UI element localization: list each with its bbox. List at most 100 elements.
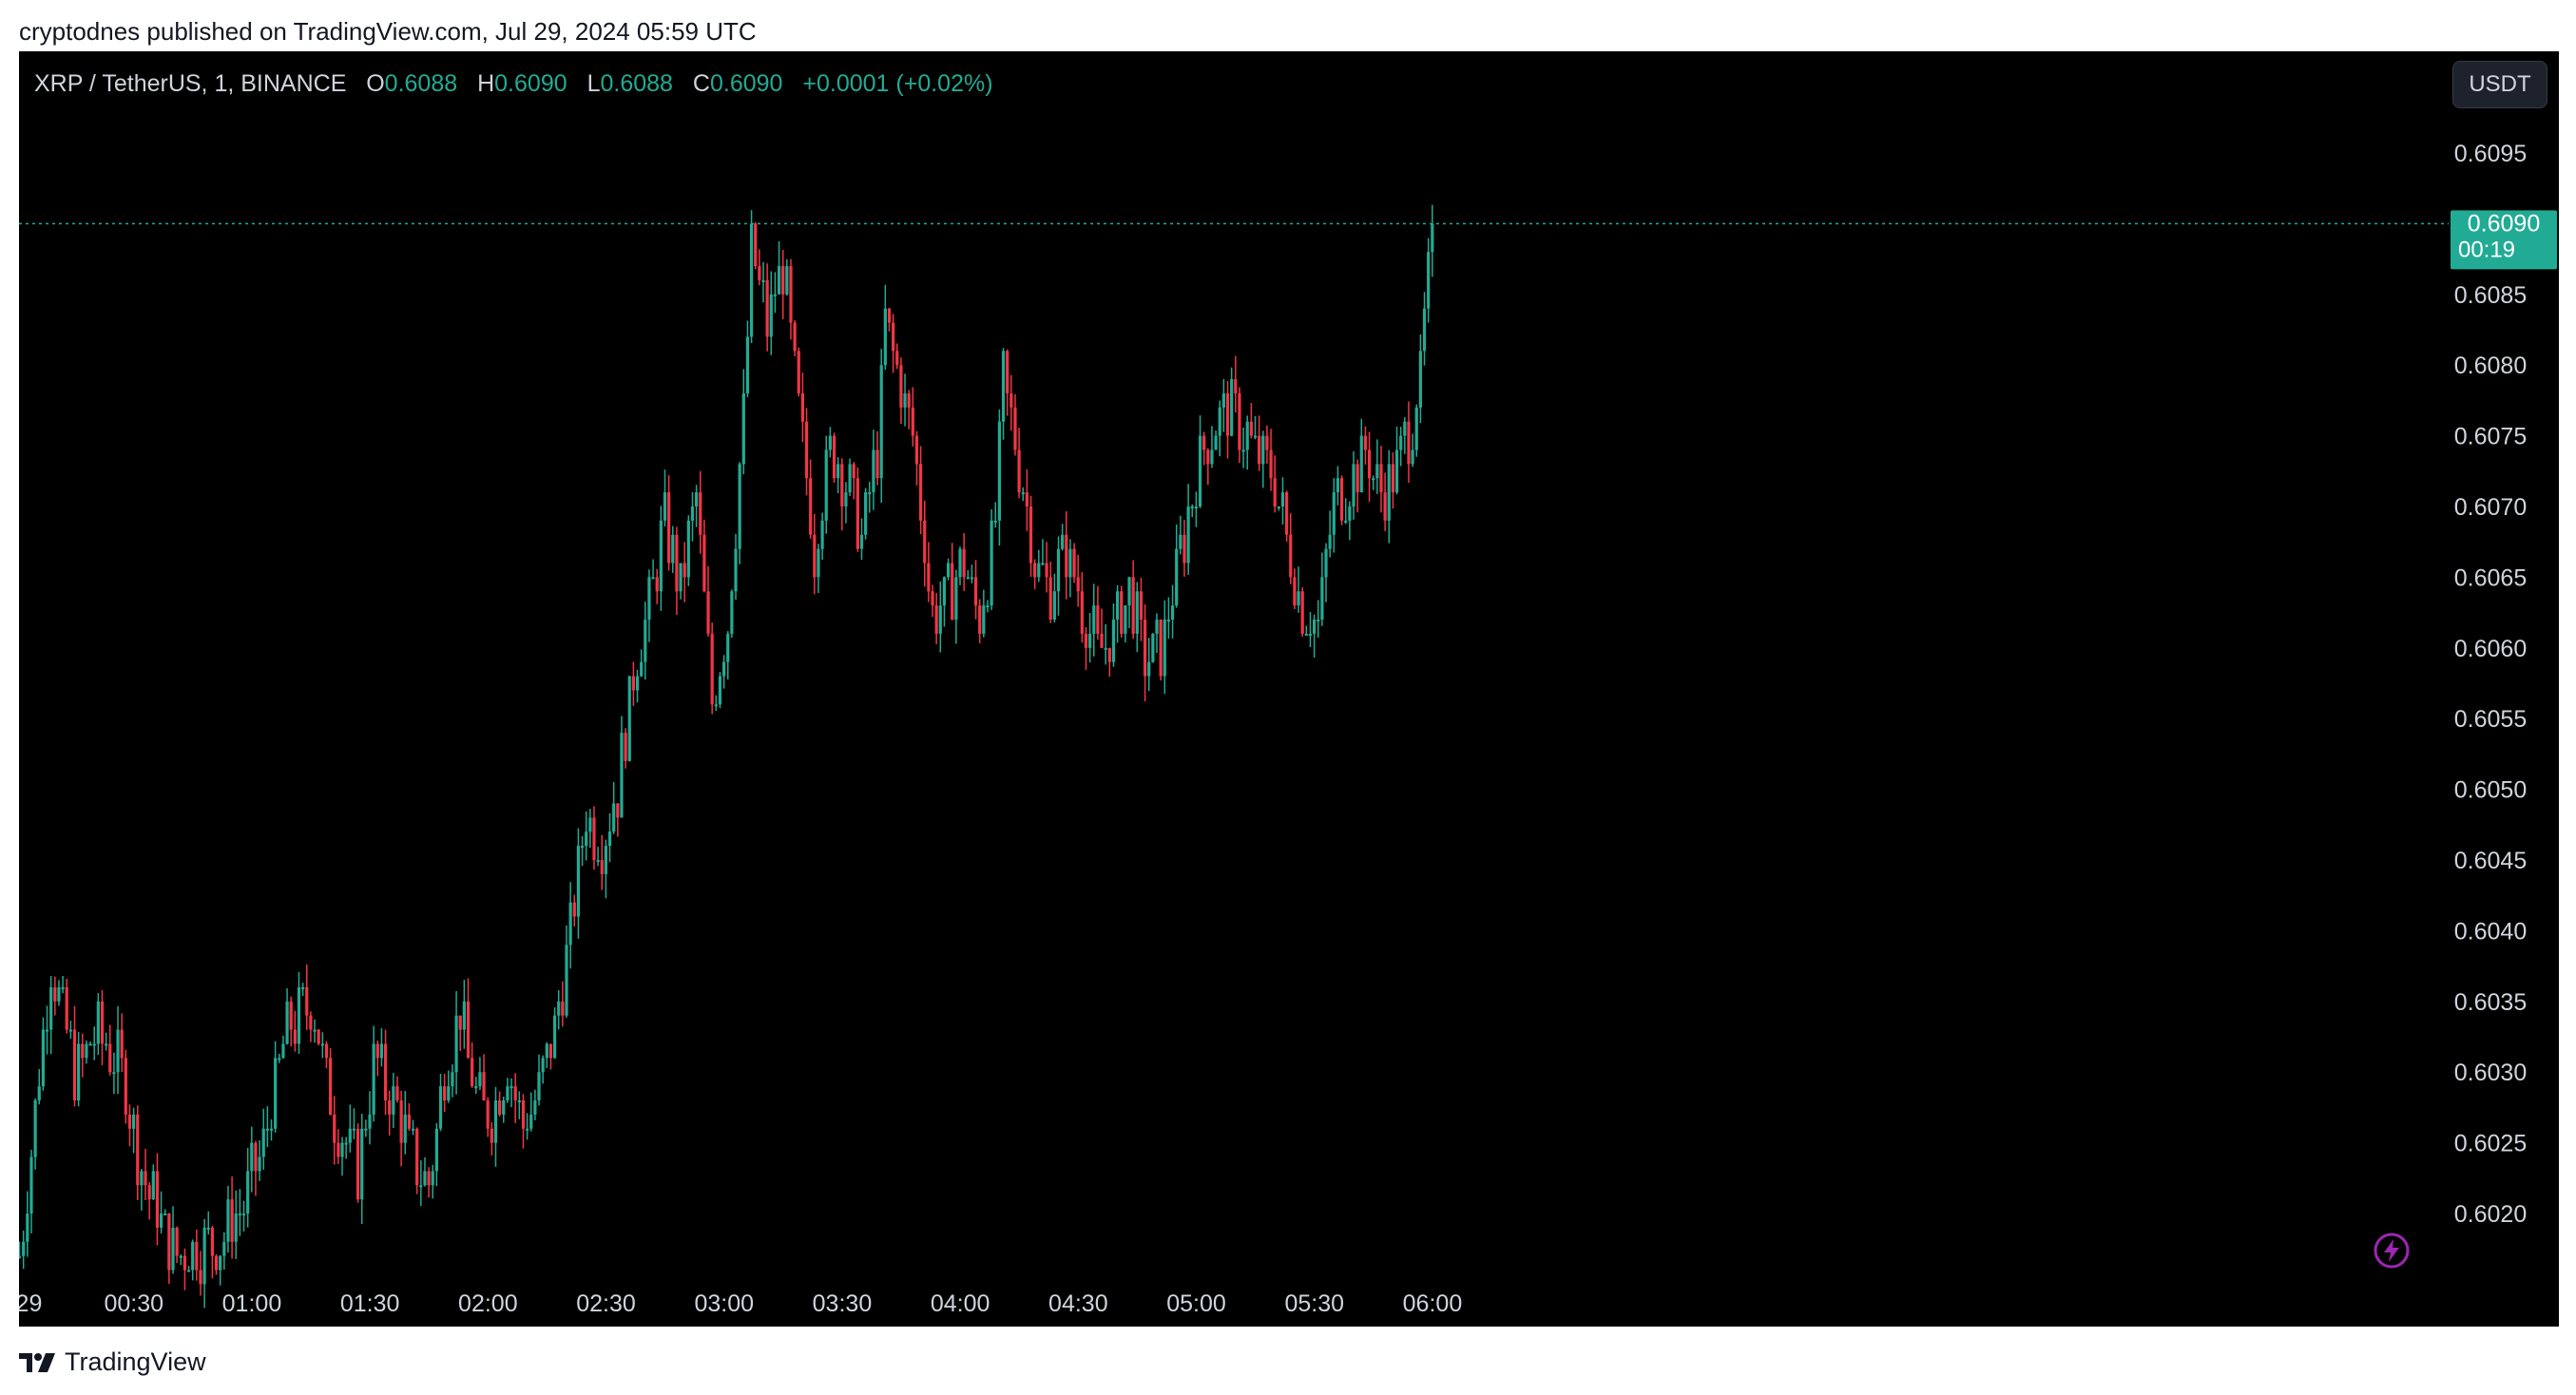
candle-body xyxy=(809,478,813,535)
candle-body xyxy=(88,1043,92,1046)
chart-panel[interactable]: XRP / TetherUS, 1, BINANCE O0.6088 H0.60… xyxy=(19,51,2559,1327)
candle-body xyxy=(832,435,836,479)
candle-body xyxy=(159,1213,163,1228)
candle-body xyxy=(592,817,596,861)
candle-body xyxy=(33,1099,37,1157)
tradingview-logo[interactable]: TradingView xyxy=(19,1347,206,1377)
candle-body xyxy=(1190,506,1194,508)
candle-body xyxy=(246,1171,250,1214)
candle-body xyxy=(356,1128,360,1200)
candle-body xyxy=(1332,492,1336,535)
time-axis: 29 00:30 01:00 01:30 02:00 02:30 03:00 03:30 04:… xyxy=(19,1290,1462,1317)
candle-body xyxy=(797,351,800,393)
candle-body xyxy=(1387,464,1391,521)
candle-body xyxy=(1348,506,1352,521)
candle-body xyxy=(1372,478,1375,481)
candle-body xyxy=(1317,620,1320,622)
candle-body xyxy=(458,1015,462,1030)
low-label: L xyxy=(586,70,601,97)
candle-body xyxy=(973,577,978,606)
candle-body xyxy=(438,1086,443,1129)
candle-body xyxy=(77,1043,81,1100)
candle-body xyxy=(951,563,954,621)
candle-body xyxy=(395,1086,399,1100)
candle-body xyxy=(604,846,607,874)
open-value: 0.6088 xyxy=(384,70,458,97)
price-tick-label: 0.6025 xyxy=(2454,1131,2527,1157)
candle-body xyxy=(151,1171,155,1200)
time-tick-label: 03:30 xyxy=(813,1290,873,1317)
time-tick-label: 00:30 xyxy=(104,1290,163,1317)
candle-body xyxy=(454,1015,458,1073)
candle-body xyxy=(749,223,754,337)
candle-body xyxy=(1391,464,1394,493)
candle-body xyxy=(864,492,868,535)
candle-body xyxy=(978,605,982,634)
candle-body xyxy=(859,534,864,549)
candle-body xyxy=(297,986,301,1044)
candle-body xyxy=(1230,379,1234,436)
candle-body xyxy=(557,1001,561,1016)
candle-body xyxy=(682,563,686,578)
candle-body xyxy=(309,1015,313,1030)
candle-body xyxy=(407,1114,411,1129)
candle-body xyxy=(1045,563,1048,578)
candle-body xyxy=(49,986,53,1030)
time-tick-label: 05:30 xyxy=(1284,1290,1344,1317)
candle-body xyxy=(360,1128,364,1200)
candle-body xyxy=(506,1086,509,1100)
candle-body xyxy=(261,1128,265,1157)
candle-body xyxy=(81,1043,85,1059)
candle-body xyxy=(37,1086,41,1100)
candle-body xyxy=(1013,407,1017,450)
candle-body xyxy=(958,548,962,578)
candle-body xyxy=(222,1241,226,1256)
candle-body xyxy=(305,986,309,1016)
price-tick-label: 0.6050 xyxy=(2454,777,2527,804)
candle-body xyxy=(281,1043,285,1059)
candle-body xyxy=(29,1156,33,1214)
candle-body xyxy=(640,661,644,677)
candle-body xyxy=(993,520,997,523)
candlestick-chart[interactable]: 0.6095 0.6090 0.6085 0.6080 0.6075 0.6070 0.60… xyxy=(19,51,2559,1327)
candle-body xyxy=(789,266,793,323)
candle-body xyxy=(1127,577,1131,606)
candle-body xyxy=(219,1255,222,1271)
lightning-icon[interactable] xyxy=(2373,1232,2411,1270)
candle-body xyxy=(195,1241,199,1271)
candle-body xyxy=(1300,591,1304,634)
candle-body xyxy=(364,1128,368,1131)
candle-body xyxy=(285,1001,289,1044)
candle-body xyxy=(813,534,817,578)
candle-body xyxy=(1241,449,1245,452)
candle-body xyxy=(1238,392,1241,450)
time-tick-label: 06:00 xyxy=(1403,1290,1463,1317)
candle-body xyxy=(1025,492,1028,506)
candle-body xyxy=(214,1255,219,1271)
currency-button[interactable]: USDT xyxy=(2452,61,2547,108)
price-tick-label: 0.6030 xyxy=(2454,1060,2527,1086)
candle-body xyxy=(938,605,942,634)
candle-body xyxy=(663,492,667,521)
candle-body xyxy=(1320,577,1324,621)
candle-body xyxy=(1072,548,1076,578)
candle-body xyxy=(1210,449,1214,465)
candle-body xyxy=(1100,633,1104,648)
candle-body xyxy=(840,464,844,506)
candle-body xyxy=(1367,449,1372,479)
candle-body xyxy=(140,1171,144,1186)
candle-body xyxy=(521,1099,526,1129)
candle-body xyxy=(667,492,671,564)
price-tick-label: 0.6095 xyxy=(2454,141,2527,167)
candle-body xyxy=(383,1043,388,1100)
candle-body xyxy=(1297,591,1300,606)
candle-body xyxy=(855,478,859,549)
candle-body xyxy=(124,1058,127,1115)
candle-body xyxy=(411,1128,415,1131)
time-tick-label: 01:30 xyxy=(340,1290,400,1317)
candle-body xyxy=(1124,605,1127,634)
candle-body xyxy=(132,1114,136,1129)
candle-body xyxy=(1065,534,1068,578)
candle-body xyxy=(541,1058,545,1073)
candle-body xyxy=(278,1058,281,1061)
